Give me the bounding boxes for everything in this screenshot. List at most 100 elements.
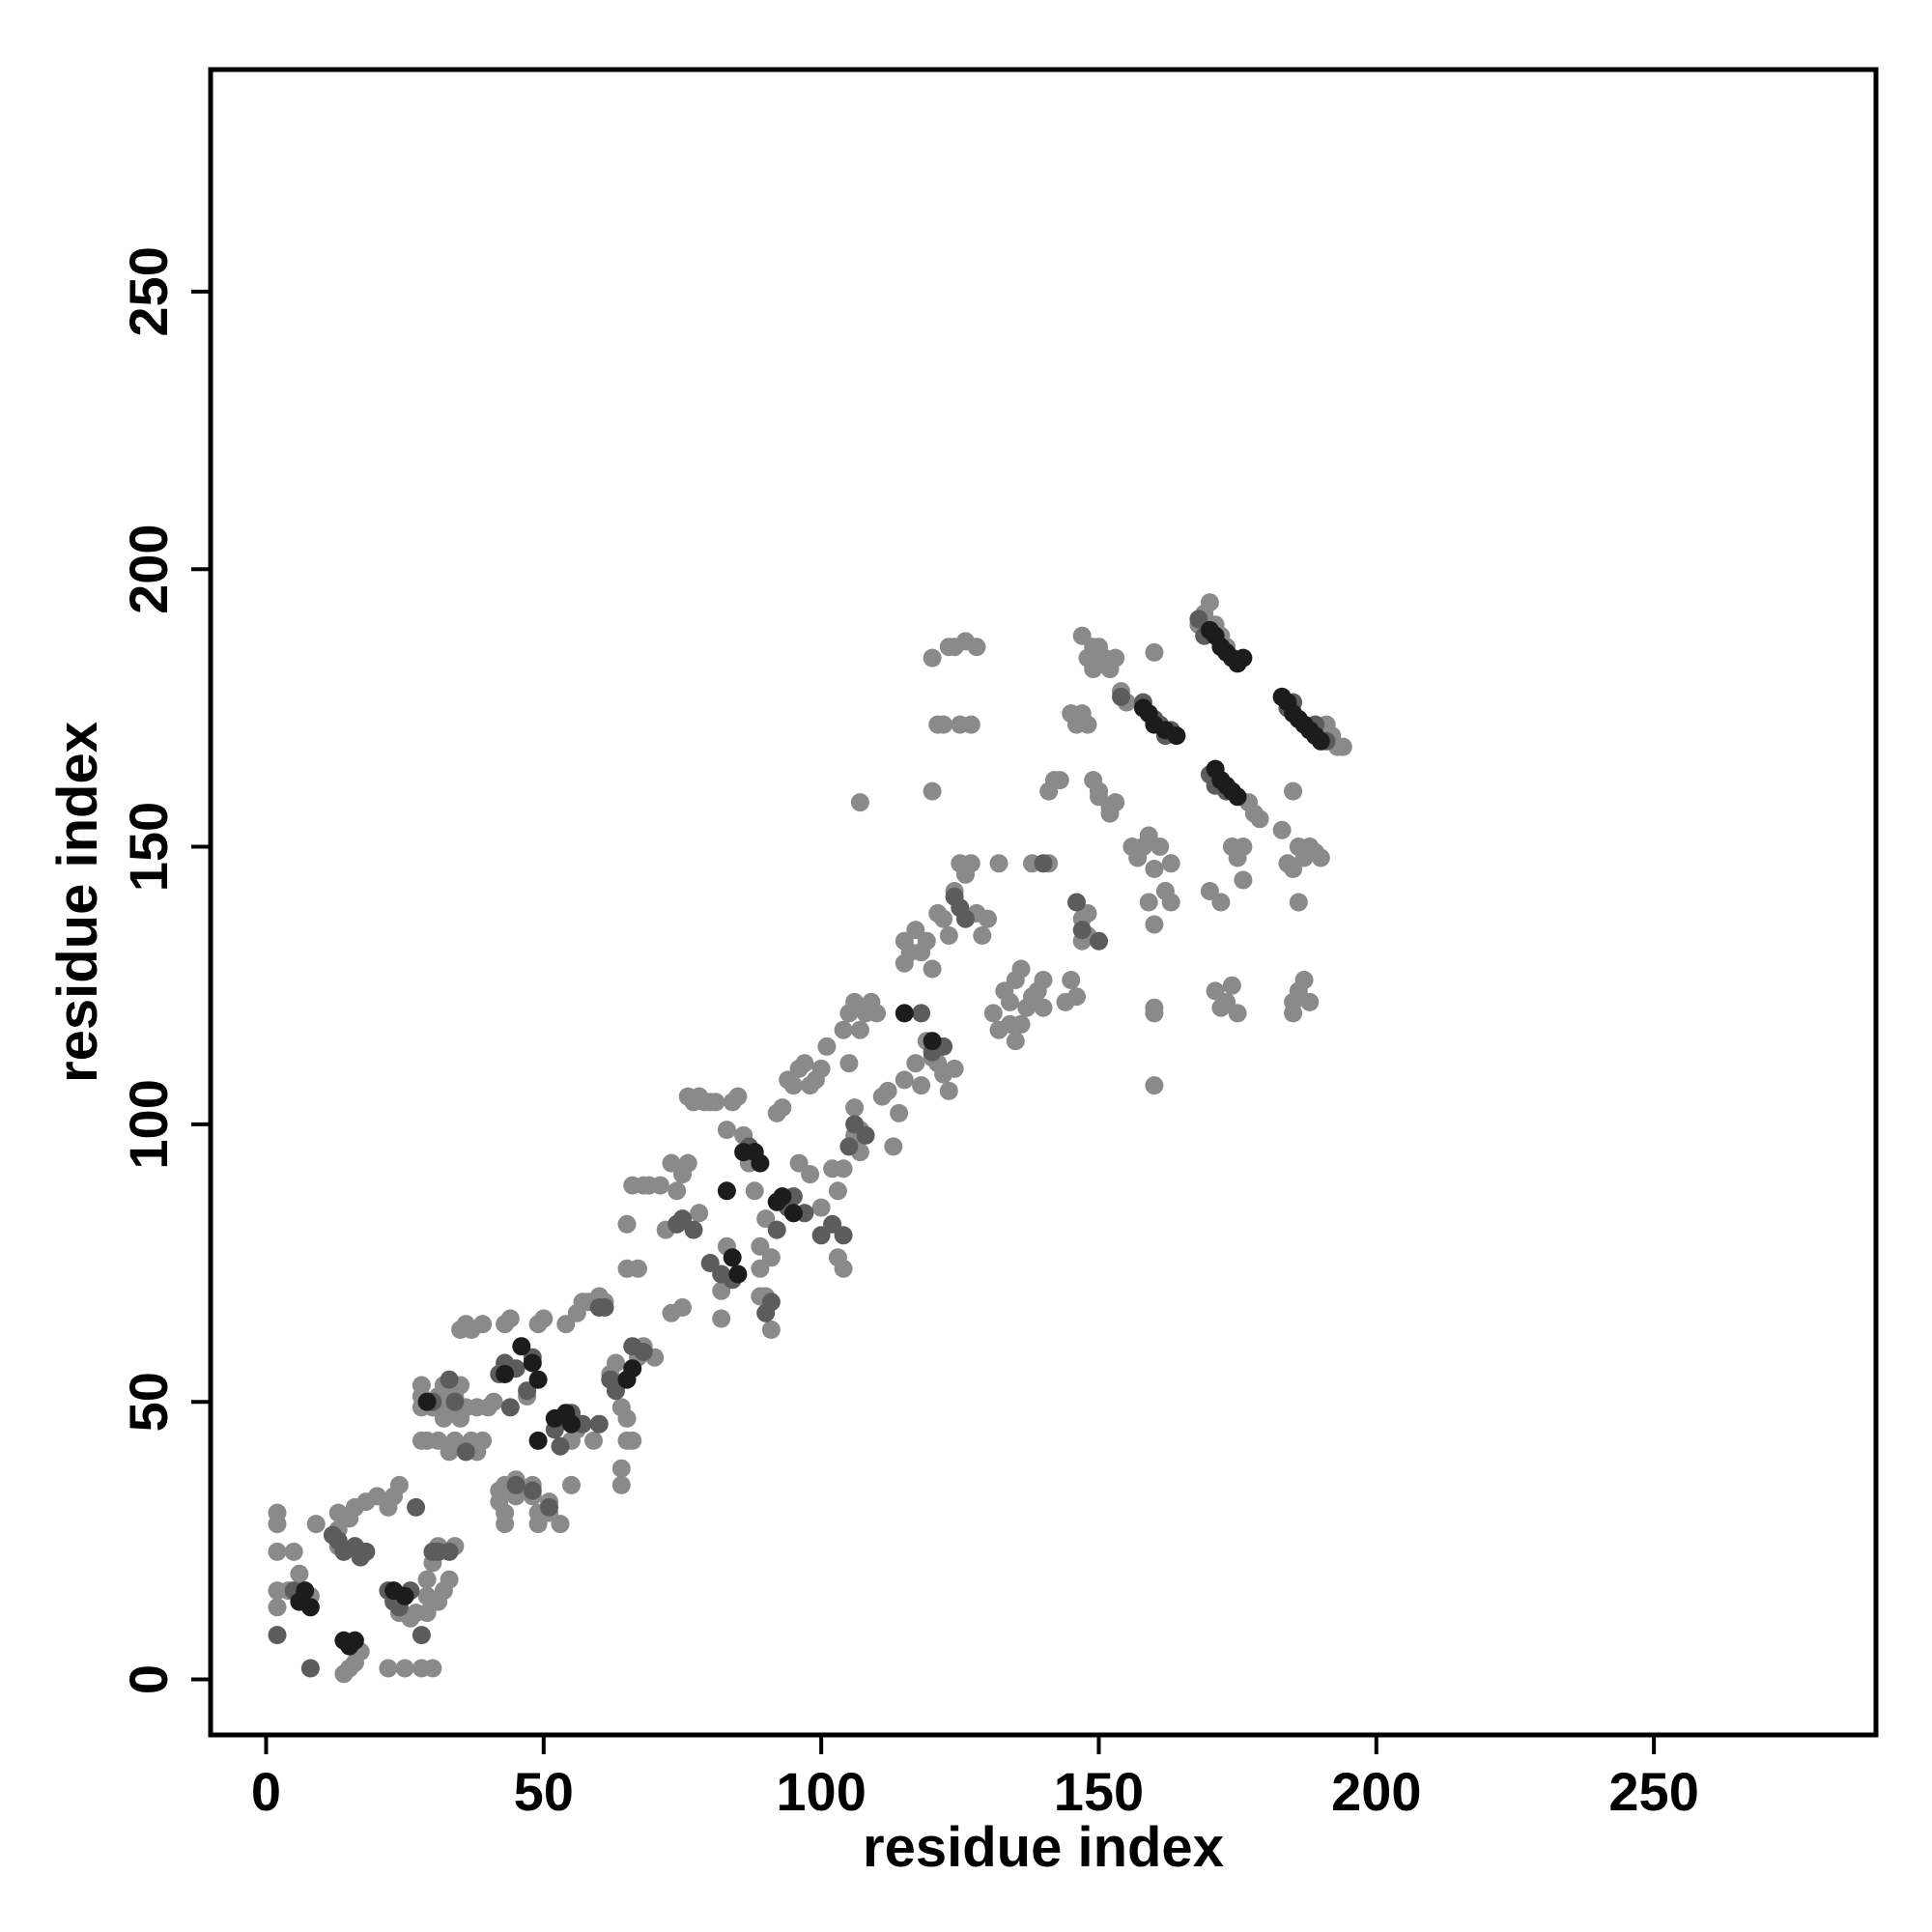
data-point [834,1159,853,1179]
data-point [783,1076,803,1095]
data-points [268,593,1352,1684]
data-point [584,1431,603,1450]
data-point [268,1542,287,1561]
data-point [395,1586,414,1605]
y-tick-label: 150 [118,802,179,892]
data-point [839,1054,859,1073]
data-point [1284,860,1303,878]
data-point [811,1198,831,1217]
data-point [367,1487,386,1506]
data-point [890,1103,909,1122]
data-point [1333,737,1352,756]
data-point [1145,860,1164,878]
data-point [867,1004,887,1023]
data-point [845,1115,865,1134]
data-point [1234,648,1253,668]
data-point [1189,610,1208,629]
data-point [523,1353,542,1373]
data-point [1145,642,1164,662]
data-point [412,1376,431,1395]
data-point [518,1381,537,1401]
data-point [801,1165,820,1184]
y-tick-label: 200 [118,524,179,613]
data-point [551,1515,570,1534]
data-point [983,1004,1003,1023]
x-tick-label: 150 [1054,1761,1144,1822]
data-point [912,1004,931,1023]
data-point [356,1542,376,1561]
data-point [1034,971,1053,989]
data-point [945,1059,964,1078]
data-point [723,1248,742,1267]
data-point [700,1254,720,1272]
data-point [484,1392,503,1411]
data-point [728,1264,748,1284]
data-point [440,1370,459,1389]
data-point [878,1081,897,1100]
data-point [961,854,980,873]
data-point [761,1293,781,1312]
data-point [673,1298,692,1317]
data-point [884,1137,903,1156]
y-tick-label: 250 [118,246,179,336]
data-point [979,909,997,928]
data-point [389,1475,409,1494]
data-point [1112,687,1130,706]
data-point [1139,826,1158,845]
data-point [668,1181,687,1201]
data-point [1072,626,1092,645]
y-tick-label: 100 [118,1079,179,1169]
data-point [939,1081,958,1100]
data-point [500,1309,520,1328]
data-point [512,1337,531,1356]
data-point [783,1204,803,1223]
data-point [562,1414,581,1434]
data-point [1217,992,1236,1011]
data-point [1034,998,1053,1017]
data-point [1200,882,1219,900]
data-point [445,1392,465,1411]
data-point [651,1176,669,1195]
data-point [850,1020,869,1039]
data-point [1145,915,1164,934]
data-point [1006,1032,1025,1051]
data-point [395,1659,414,1678]
data-point [678,1153,697,1173]
data-point [761,1321,781,1339]
data-point [268,1626,287,1645]
data-point [345,1631,364,1650]
data-point [496,1365,515,1383]
data-point [684,1220,703,1239]
data-point [407,1497,426,1517]
data-point [934,909,953,928]
data-point [1234,838,1253,856]
data-point [1145,1076,1164,1095]
data-point [1161,854,1180,873]
data-point [534,1309,554,1328]
data-point [423,1659,442,1678]
data-point [1090,781,1108,801]
data-point [834,1020,853,1039]
data-point [607,1381,625,1401]
y-axis: 0 50 100 150 200 250 [118,246,211,1694]
data-point [690,1204,709,1223]
data-point [961,715,980,734]
x-axis: 0 50 100 150 200 250 [251,1735,1699,1822]
data-point [417,1570,437,1589]
data-point [379,1659,398,1678]
data-point [1284,781,1303,801]
data-point [440,1570,459,1589]
data-point [595,1298,614,1317]
data-point [611,1475,631,1494]
data-point [828,1181,847,1201]
plot-frame [208,67,1879,1738]
data-point [1200,593,1219,612]
data-point [429,1431,448,1450]
y-axis-title: residue index [46,722,109,1083]
data-point [284,1542,303,1561]
data-point [300,1598,320,1617]
data-point [773,1187,792,1207]
x-tick-label: 250 [1608,1761,1698,1822]
data-point [834,1259,853,1278]
